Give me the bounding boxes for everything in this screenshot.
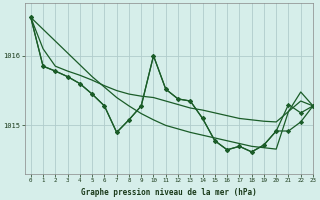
X-axis label: Graphe pression niveau de la mer (hPa): Graphe pression niveau de la mer (hPa) <box>81 188 257 197</box>
